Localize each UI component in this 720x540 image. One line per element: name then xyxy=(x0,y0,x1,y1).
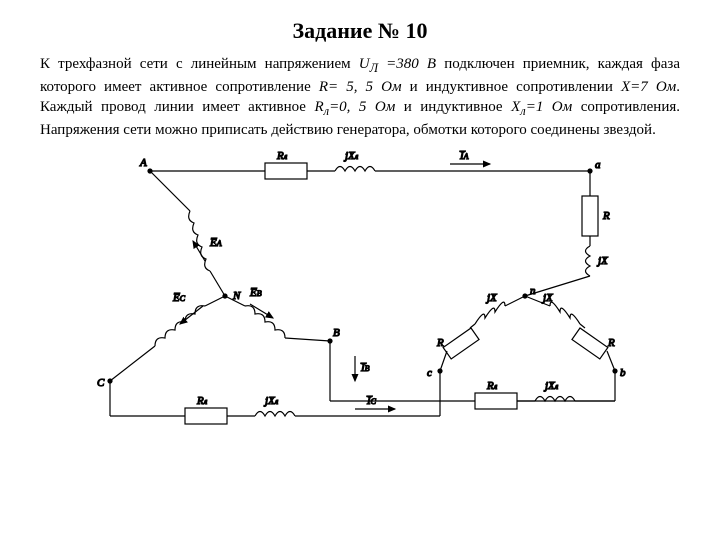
label-R-c: R xyxy=(436,337,444,349)
label-jXl-A: jXл xyxy=(343,150,359,162)
page-title: Задание № 10 xyxy=(40,18,680,44)
label-Rl-B: Rл xyxy=(486,380,498,392)
label-EA: E̅A xyxy=(209,237,222,249)
label-jXl-B: jXл xyxy=(543,380,559,392)
label-C: C xyxy=(97,377,105,389)
label-jX-c: jX xyxy=(485,292,498,304)
label-B: B xyxy=(333,327,340,339)
label-EC: E̅C xyxy=(172,292,186,304)
label-R-a: R xyxy=(602,210,610,222)
label-a: a xyxy=(595,159,601,171)
label-Rl-C: Rл xyxy=(196,395,208,407)
label-n: n xyxy=(530,285,536,297)
label-c: c xyxy=(427,367,432,379)
label-IB: I̅B xyxy=(360,362,370,374)
label-A: A xyxy=(139,157,147,169)
label-b: b xyxy=(620,367,626,379)
circuit-diagram: N A E̅A B E̅B C E̅C xyxy=(40,146,680,426)
label-jX-a: jX xyxy=(596,255,609,267)
label-jXl-C: jXл xyxy=(263,395,279,407)
label-IC: I̅C xyxy=(366,395,377,407)
label-R-b: R xyxy=(607,337,615,349)
label-jX-b: jX xyxy=(541,292,554,304)
label-Rl-A: Rл xyxy=(276,150,288,162)
problem-text: К трехфазной сети с линейным напряжением… xyxy=(40,54,680,140)
label-EB: E̅B xyxy=(249,287,262,299)
label-IA: I̅A xyxy=(459,150,469,162)
